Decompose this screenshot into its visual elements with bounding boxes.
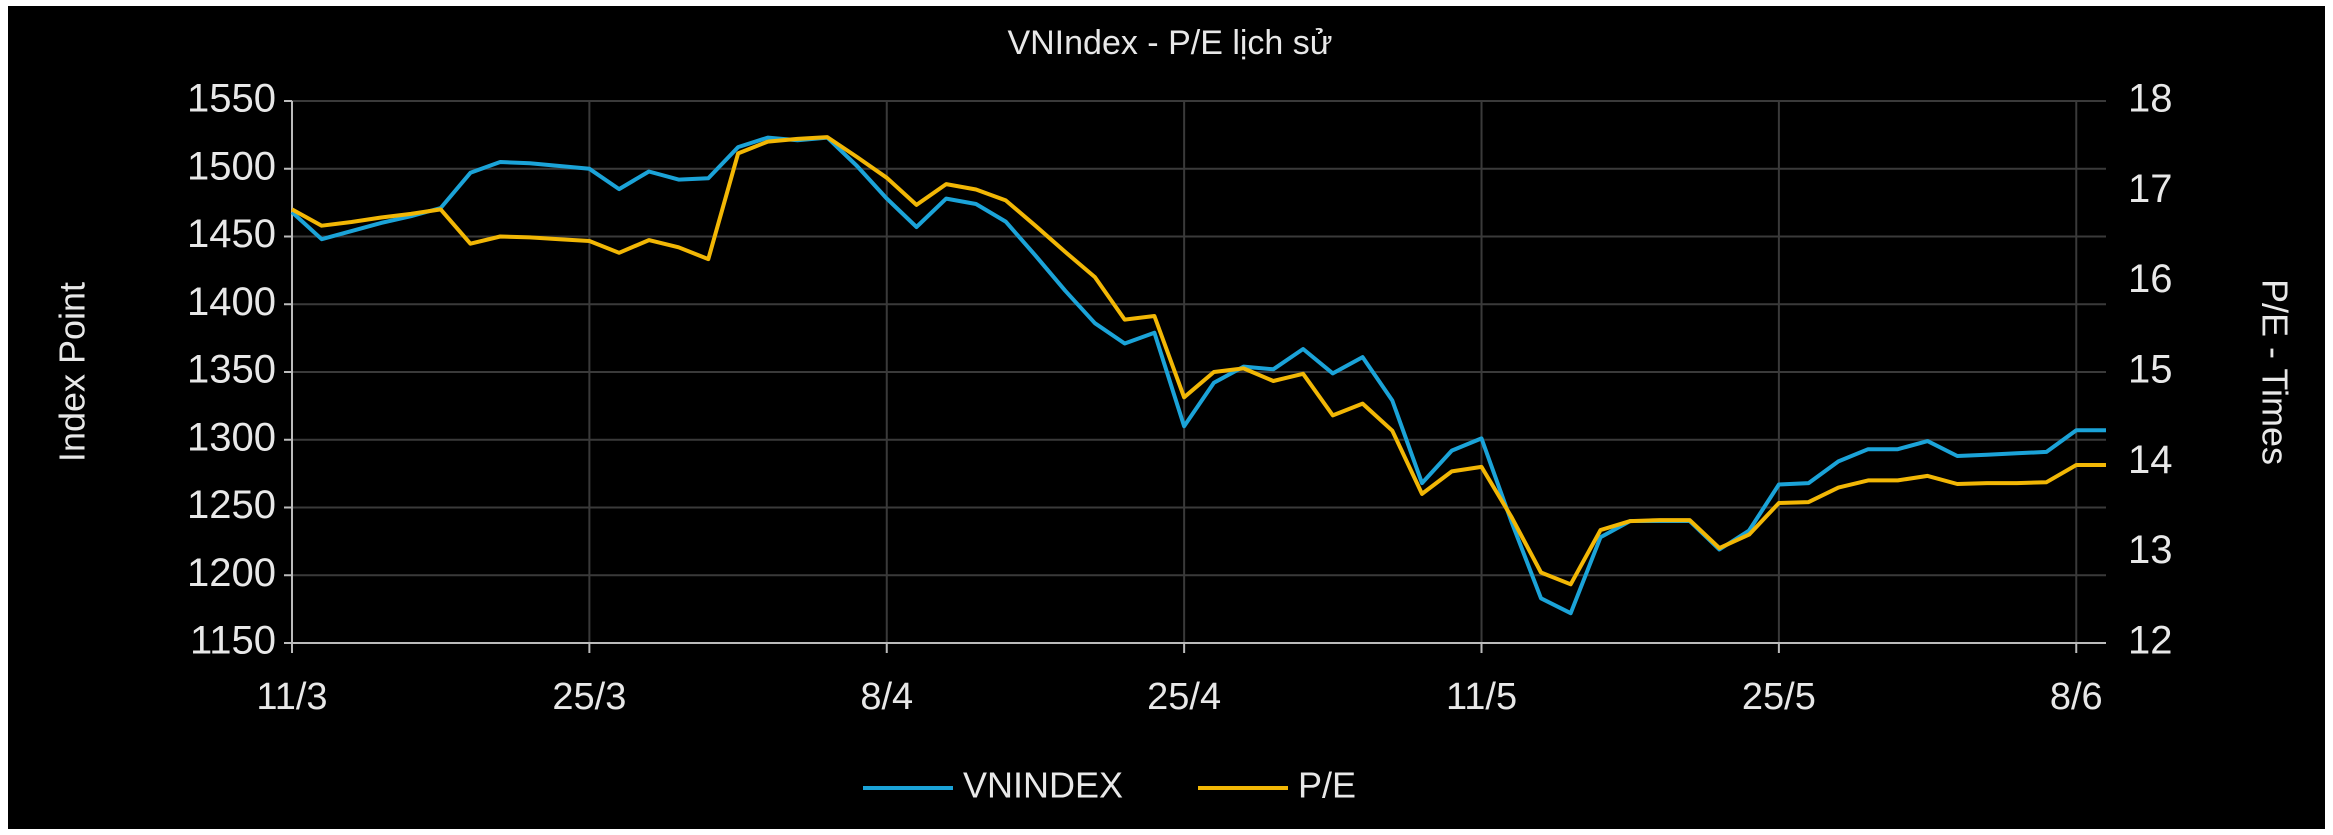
y-tick-label: 1200 xyxy=(187,551,276,595)
y-tick-label: 1550 xyxy=(187,77,276,121)
x-tick-label: 25/4 xyxy=(1147,676,1221,718)
y2-tick-label: 15 xyxy=(2128,348,2173,392)
x-tick-label: 11/5 xyxy=(1446,676,1517,718)
y2-tick-label: 13 xyxy=(2128,528,2173,572)
x-tick-label: 25/5 xyxy=(1742,676,1816,718)
line xyxy=(290,135,2106,616)
y-axis-label: Index Point xyxy=(52,282,93,462)
y-tick-label: 1150 xyxy=(190,619,276,663)
y-tick-label: 1250 xyxy=(187,483,276,527)
y2-tick-label: 14 xyxy=(2128,438,2173,482)
legend-label: P/E xyxy=(1298,765,1356,806)
y2-tick-label: 12 xyxy=(2128,619,2173,663)
y-tick-label: 1400 xyxy=(187,280,276,324)
legend-label: VNINDEX xyxy=(963,765,1123,806)
y-tick-label: 1300 xyxy=(187,415,276,459)
line xyxy=(291,135,2106,587)
y2-tick-label: 16 xyxy=(2128,257,2173,301)
y-tick-label: 1500 xyxy=(187,144,276,188)
x-tick-label: 8/6 xyxy=(2050,676,2103,718)
x-tick-label: 8/4 xyxy=(860,676,913,718)
y-tick-label: 1350 xyxy=(187,348,276,392)
chart-title: VNIndex - P/E lịch sử xyxy=(1007,24,1332,62)
x-tick-label: 25/3 xyxy=(552,676,626,718)
y2-tick-label: 18 xyxy=(2128,77,2173,121)
chart-background xyxy=(8,6,2325,829)
x-tick-label: 11/3 xyxy=(256,676,327,718)
y-tick-label: 1450 xyxy=(187,212,276,256)
y2-axis-label: P/E - Times xyxy=(2254,279,2295,465)
y2-tick-label: 17 xyxy=(2128,167,2173,211)
